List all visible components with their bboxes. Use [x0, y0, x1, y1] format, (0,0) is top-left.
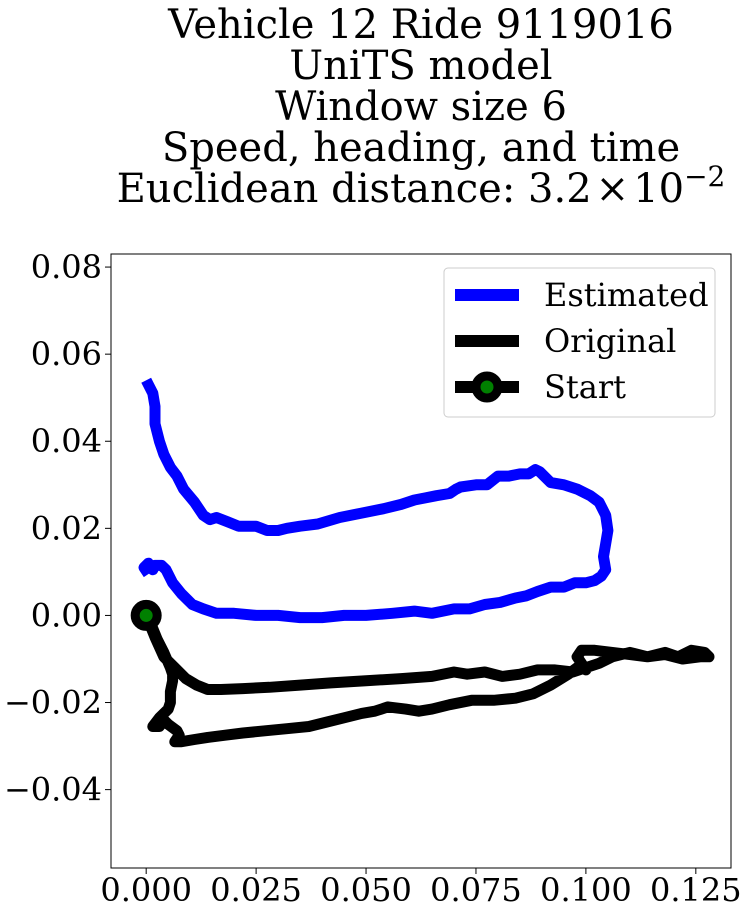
- y-tick-label: 0.08: [31, 248, 102, 286]
- title-line-4: Speed, heading, and time: [162, 125, 680, 171]
- legend-label-start: Start: [544, 368, 626, 406]
- x-tick-label: 0.050: [320, 871, 412, 909]
- title-metric-times: ×: [596, 166, 630, 212]
- marker-layer: [130, 599, 162, 631]
- x-axis: 0.000 0.025 0.050 0.075 0.100 0.125: [100, 868, 741, 909]
- start-marker: [130, 599, 162, 631]
- x-tick-label: 0.025: [210, 871, 302, 909]
- title-line-3: Window size 6: [275, 84, 567, 130]
- legend-label-estimated: Estimated: [544, 276, 709, 314]
- y-tick-label: 0.06: [31, 335, 102, 373]
- x-tick-label: 0.100: [540, 871, 632, 909]
- legend-entry-estimated: Estimated: [455, 276, 709, 314]
- y-tick-label: 0.04: [31, 422, 102, 460]
- chart-title: Vehicle 12 Ride 9119016 UniTS model Wind…: [117, 2, 726, 212]
- y-tick-label: −0.04: [4, 771, 102, 809]
- title-line-5: Euclidean distance: 3.2 × 10−2: [117, 160, 726, 212]
- legend-swatch-start-marker: [471, 371, 503, 403]
- x-tick-label: 0.075: [430, 871, 522, 909]
- title-metric-exponent: −2: [684, 160, 725, 193]
- series-layer: [138, 377, 715, 748]
- plot-frame: [110, 253, 732, 869]
- title-metric-mantissa: 3.2: [528, 166, 592, 212]
- y-axis: 0.08 0.06 0.04 0.02 0.00 −0.02 −0.04: [4, 248, 111, 809]
- legend: Estimated Original Start: [443, 267, 716, 418]
- y-tick-label: 0.02: [31, 509, 102, 547]
- x-tick-label: 0.000: [100, 871, 192, 909]
- series-line-estimated: [138, 377, 614, 624]
- x-tick-label: 0.125: [650, 871, 741, 909]
- title-metric-prefix: Euclidean distance:: [117, 166, 528, 212]
- legend-entry-original: Original: [455, 322, 676, 360]
- y-tick-label: −0.02: [4, 684, 102, 722]
- title-line-1: Vehicle 12 Ride 9119016: [167, 2, 674, 48]
- y-tick-label: 0.00: [31, 596, 102, 634]
- title-metric-base: 10: [633, 166, 684, 212]
- legend-label-original: Original: [544, 322, 676, 360]
- title-line-2: UniTS model: [289, 43, 552, 89]
- series-line-original: [141, 613, 715, 748]
- legend-box: [443, 267, 716, 418]
- legend-entry-start: Start: [455, 368, 626, 406]
